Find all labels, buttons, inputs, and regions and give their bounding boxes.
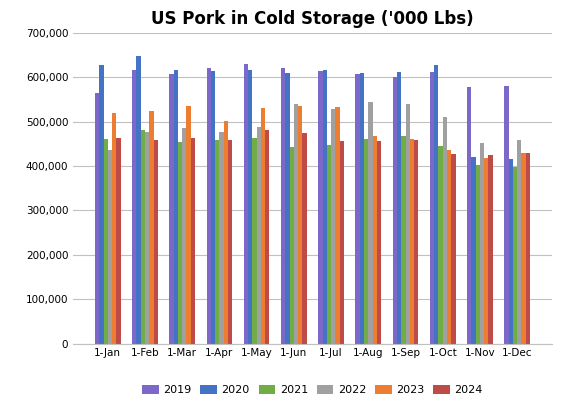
Bar [104,139,108,344]
Bar [414,140,418,344]
Bar [149,111,154,344]
Bar [447,151,452,344]
Bar [261,108,265,344]
Bar [336,107,339,344]
Bar [281,68,285,344]
Bar [257,127,261,344]
Bar [480,143,484,344]
Bar [215,140,220,344]
Bar [169,74,173,344]
Bar [248,70,252,344]
Bar [513,167,517,344]
Title: US Pork in Cold Storage ('000 Lbs): US Pork in Cold Storage ('000 Lbs) [151,10,474,28]
Bar [355,74,360,344]
Bar [439,146,443,344]
Bar [318,71,323,344]
Bar [298,106,302,344]
Bar [373,136,377,344]
Bar [471,157,476,344]
Bar [517,140,521,344]
Bar [467,88,471,344]
Bar [108,151,112,344]
Bar [265,130,270,344]
Bar [244,64,248,344]
Bar [112,112,117,344]
Bar [401,136,405,344]
Bar [178,142,182,344]
Bar [410,139,414,344]
Bar [452,153,455,344]
Bar [504,86,508,344]
Bar [141,130,145,344]
Bar [289,147,294,344]
Bar [154,140,158,344]
Bar [405,104,410,344]
Bar [484,158,489,344]
Bar [117,138,120,344]
Bar [173,70,178,344]
Bar [377,141,381,344]
Bar [443,117,447,344]
Bar [191,138,195,344]
Bar [132,70,136,344]
Bar [211,71,215,344]
Bar [364,139,368,344]
Bar [95,93,99,344]
Bar [220,132,224,344]
Bar [294,104,298,344]
Bar [339,141,344,344]
Bar [392,77,397,344]
Bar [521,153,526,344]
Bar [186,106,191,344]
Bar [182,128,186,344]
Bar [228,140,233,344]
Bar [508,159,513,344]
Bar [430,72,434,344]
Bar [360,73,364,344]
Legend: 2019, 2020, 2021, 2022, 2023, 2024: 2019, 2020, 2021, 2022, 2023, 2024 [137,380,488,400]
Bar [368,101,373,344]
Bar [476,164,480,344]
Bar [397,72,401,344]
Bar [99,65,104,344]
Bar [207,68,211,344]
Bar [434,65,439,344]
Bar [323,70,327,344]
Bar [489,155,493,344]
Bar [526,153,530,344]
Bar [252,138,257,344]
Bar [224,121,228,344]
Bar [285,73,289,344]
Bar [302,133,307,344]
Bar [145,132,149,344]
Bar [331,109,336,344]
Bar [136,56,141,344]
Bar [327,145,331,344]
